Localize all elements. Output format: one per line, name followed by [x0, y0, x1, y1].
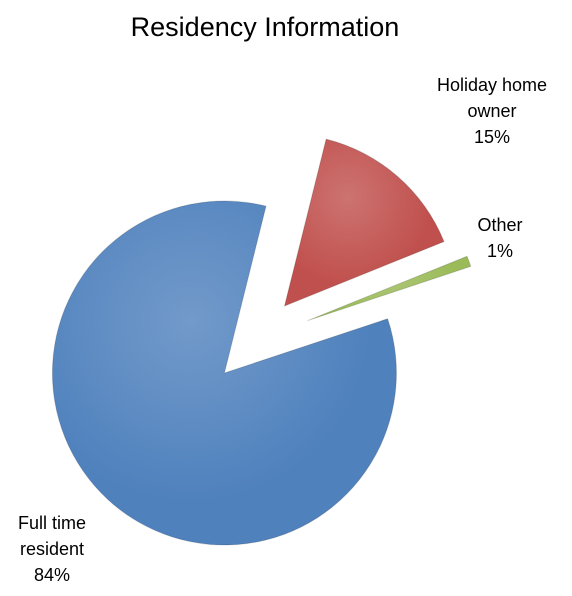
- value-label: 84%: [33, 565, 71, 585]
- chart-title: Residency Information: [130, 12, 400, 42]
- slice-label: Full time resident 84%: [0, 510, 112, 588]
- category-label: Holiday home owner: [436, 75, 548, 121]
- category-label: Full time resident: [17, 513, 86, 559]
- slice-label: Other 1%: [440, 212, 560, 264]
- pie-slice: [307, 255, 472, 322]
- slice-label: Holiday home owner 15%: [432, 72, 552, 150]
- value-label: 1%: [486, 241, 513, 261]
- pie-slice: [283, 138, 445, 307]
- pie-slice: [51, 200, 397, 546]
- value-label: 15%: [473, 127, 511, 147]
- category-label: Other: [477, 215, 523, 235]
